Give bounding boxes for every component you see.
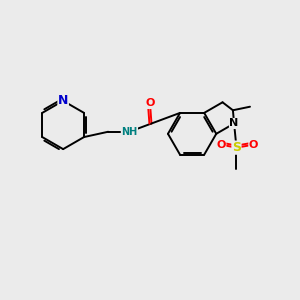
Text: N: N [230,118,239,128]
Text: N: N [58,94,68,107]
Text: O: O [249,140,258,150]
Text: S: S [232,141,241,154]
Text: O: O [145,98,155,109]
Text: O: O [217,140,226,150]
Text: NH: NH [121,127,137,137]
